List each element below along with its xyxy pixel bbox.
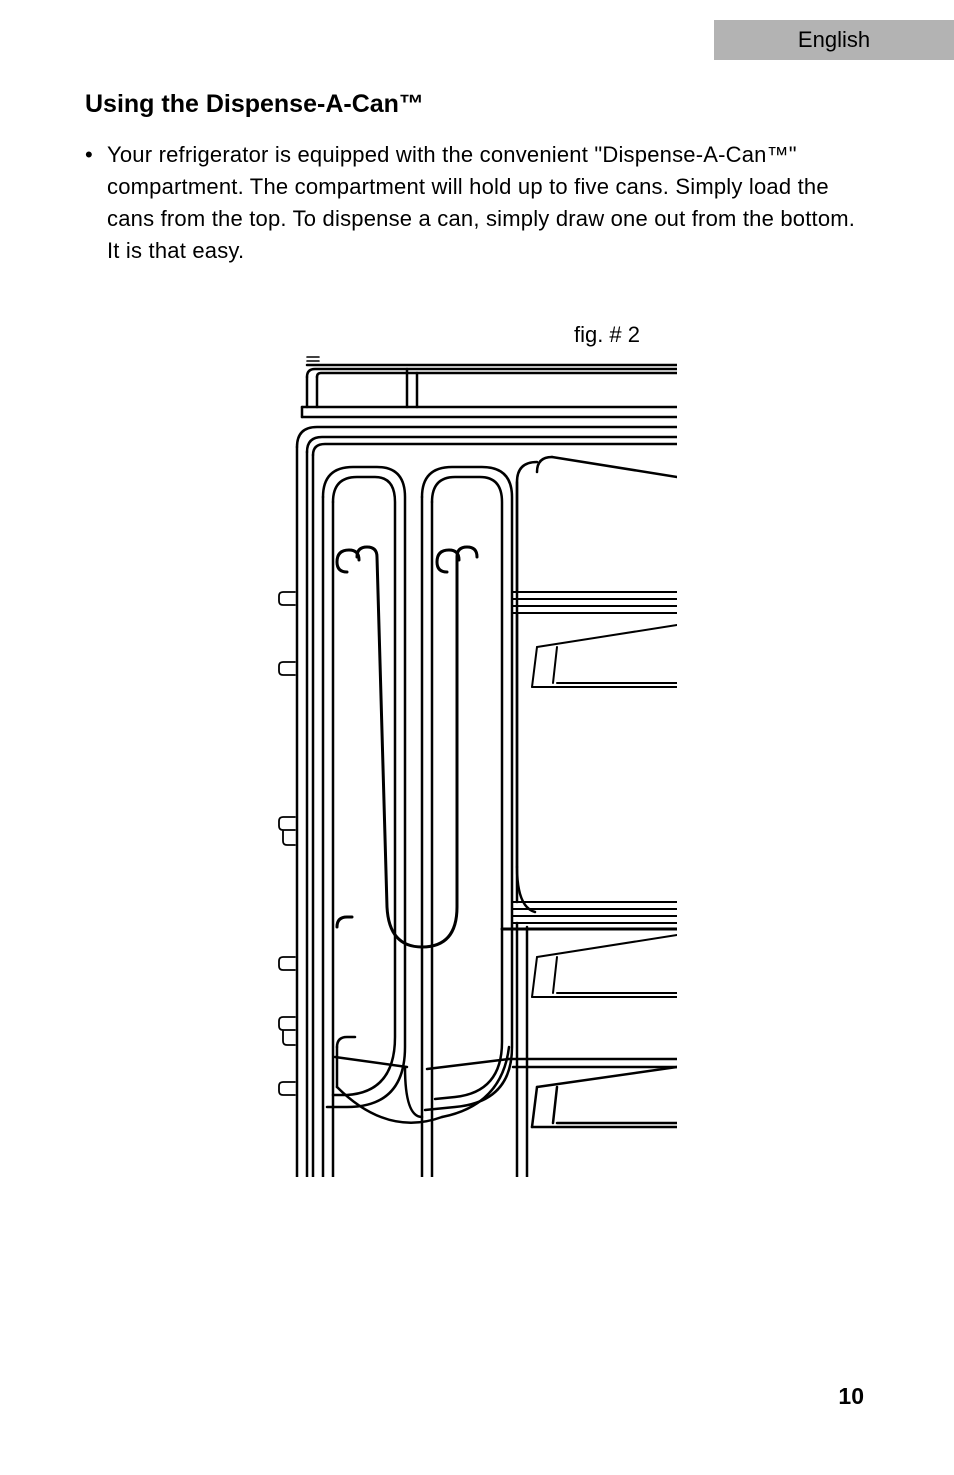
page-content: Using the Dispense-A-Can™ • Your refrige… [85, 90, 869, 1177]
page-number: 10 [838, 1383, 864, 1410]
figure-container: fig. # 2 [85, 322, 869, 1177]
section-heading: Using the Dispense-A-Can™ [85, 90, 869, 119]
bullet-item: • Your refrigerator is equipped with the… [85, 139, 869, 267]
bullet-mark: • [85, 139, 107, 171]
bullet-text: Your refrigerator is equipped with the c… [107, 139, 869, 267]
dispense-a-can-drawing [277, 347, 677, 1177]
language-tab: English [714, 20, 954, 60]
figure-label: fig. # 2 [574, 322, 640, 348]
